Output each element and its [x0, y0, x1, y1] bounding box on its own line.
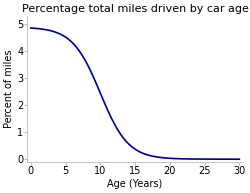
Y-axis label: Percent of miles: Percent of miles [4, 50, 14, 128]
Title: Percentage total miles driven by car age: Percentage total miles driven by car age [22, 4, 248, 14]
X-axis label: Age (Years): Age (Years) [108, 179, 163, 189]
